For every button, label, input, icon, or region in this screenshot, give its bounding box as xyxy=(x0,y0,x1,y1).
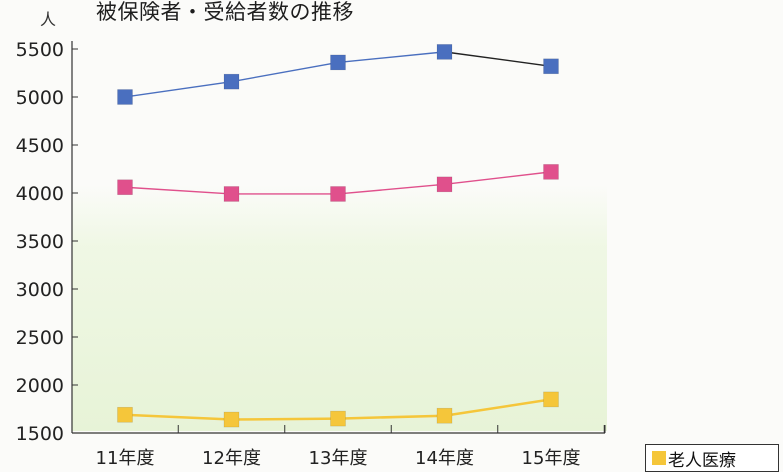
data-point-marker xyxy=(117,406,133,423)
data-point-marker xyxy=(543,58,559,75)
plot-background-tint xyxy=(72,185,607,431)
y-tick-label: 2000 xyxy=(16,375,64,397)
x-tick-label: 14年度 xyxy=(415,448,474,469)
data-point-marker xyxy=(330,410,346,427)
data-point-marker xyxy=(330,54,346,71)
y-tick-label: 4500 xyxy=(16,135,64,157)
y-tick-label: 5000 xyxy=(16,87,64,109)
data-point-marker xyxy=(223,186,240,202)
data-point-marker xyxy=(223,411,240,428)
series-line-segment xyxy=(444,51,552,67)
data-point-marker xyxy=(436,176,453,193)
series-line-segment xyxy=(444,398,552,417)
series-line-segment xyxy=(124,413,232,421)
y-tick-label: 3000 xyxy=(16,279,64,301)
data-point-marker xyxy=(436,407,453,424)
data-point-marker xyxy=(117,179,133,196)
y-tick-label: 1500 xyxy=(16,423,64,445)
data-point-marker xyxy=(330,186,346,202)
x-tick-label: 12年度 xyxy=(202,448,261,469)
data-point-marker xyxy=(117,89,133,105)
series-line-segment xyxy=(337,414,445,420)
series-line-segment xyxy=(231,417,339,421)
x-tick-label: 11年度 xyxy=(96,448,155,469)
series-line-segment xyxy=(124,186,232,195)
legend: 老人医療 xyxy=(645,444,779,472)
y-axis-unit-label: 人 xyxy=(40,10,57,29)
y-tick-label: 2500 xyxy=(16,327,64,349)
series-line-segment xyxy=(231,61,339,83)
data-point-marker xyxy=(543,164,559,180)
chart-title: 被保険者・受給者数の推移 xyxy=(96,0,354,24)
data-point-marker xyxy=(223,73,240,90)
data-point-marker xyxy=(436,44,453,60)
y-tick-label: 3500 xyxy=(16,231,64,253)
legend-swatch-elderly-medical xyxy=(652,451,666,465)
series-line-segment xyxy=(337,183,445,195)
y-tick-label: 4000 xyxy=(16,183,64,205)
series-line-segment xyxy=(337,51,445,64)
x-tick-label: 15年度 xyxy=(522,448,581,469)
y-tick-label: 5500 xyxy=(16,39,64,61)
data-point-marker xyxy=(543,391,559,408)
series-line-segment xyxy=(444,171,552,186)
series-line-segment xyxy=(124,80,232,98)
x-tick-label: 13年度 xyxy=(309,448,368,469)
legend-label-elderly-medical: 老人医療 xyxy=(668,450,736,471)
